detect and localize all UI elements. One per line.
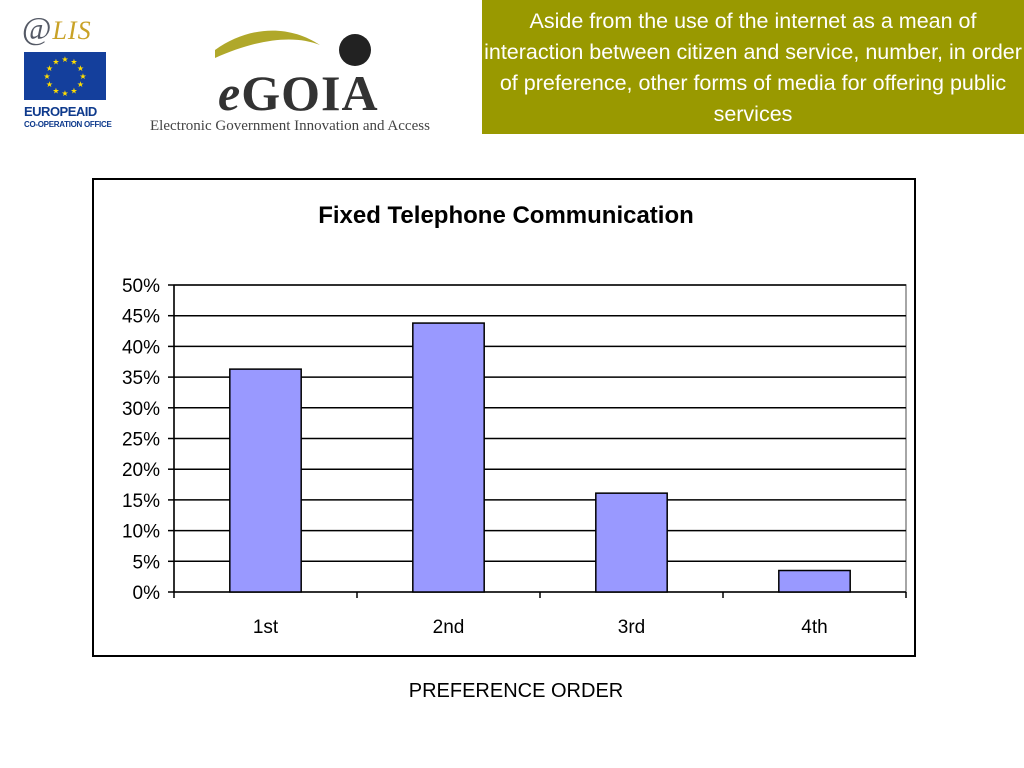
svg-text:★: ★ <box>46 64 53 73</box>
y-tick-label: 20% <box>122 460 160 481</box>
bar-chart: Fixed Telephone Communication 0% 5% 10% 15%… <box>122 202 907 638</box>
bar-1st <box>229 368 302 593</box>
svg-text:★: ★ <box>61 89 68 98</box>
chart-frame: Fixed Telephone Communication 0% 5% 10% 15%… <box>92 178 916 657</box>
y-tick-label: 45% <box>122 307 160 328</box>
svg-text:★: ★ <box>79 72 86 81</box>
bar-2nd <box>412 322 485 593</box>
y-tick-label: 25% <box>122 430 160 451</box>
y-tick-label: 40% <box>122 337 160 358</box>
svg-text:★: ★ <box>52 58 59 67</box>
x-tick-label: 2nd <box>433 617 465 638</box>
y-tick-label: 30% <box>122 399 160 420</box>
svg-text:★: ★ <box>46 80 53 89</box>
alis-europeaid-logo: @LIS ★ ★ ★ ★ ★ ★ ★ ★ ★ ★ ★ ★ EUROPEAID CO-OPERAT… <box>18 8 118 138</box>
x-tick-label: 1st <box>253 617 279 638</box>
egoia-wordmark: eGOIA <box>218 65 379 121</box>
bar-3rd <box>595 492 668 593</box>
eu-flag-icon: ★ ★★ ★★★ ★★★ ★★★ <box>24 52 106 100</box>
egoia-logo: eGOIA Electronic Government Innovation a… <box>150 10 480 140</box>
x-axis-title: PREFERENCE ORDER <box>408 680 624 702</box>
x-tick-label: 3rd <box>618 617 645 638</box>
europeaid-label: EUROPEAID <box>24 104 97 119</box>
svg-text:★: ★ <box>70 87 77 96</box>
x-tick-label: 4th <box>801 617 827 638</box>
svg-text:★: ★ <box>61 55 68 64</box>
alis-wordmark: @LIS <box>22 10 92 46</box>
y-tick-label: 15% <box>122 491 160 512</box>
svg-text:★: ★ <box>77 64 84 73</box>
y-tick-label: 35% <box>122 368 160 389</box>
svg-text:★: ★ <box>43 72 50 81</box>
y-tick-label: 5% <box>133 552 161 573</box>
slide-header: Aside from the use of the internet as a … <box>482 0 1024 134</box>
y-tick-label: 10% <box>122 522 160 543</box>
swoosh-icon <box>215 30 371 66</box>
svg-text:★: ★ <box>52 87 59 96</box>
svg-text:★: ★ <box>70 58 77 67</box>
chart-title: Fixed Telephone Communication <box>318 202 694 229</box>
cooperation-office-label: CO-OPERATION OFFICE <box>24 120 112 129</box>
y-tick-label: 50% <box>122 276 160 297</box>
y-tick-label: 0% <box>133 583 161 604</box>
bar-4th <box>778 569 851 593</box>
svg-text:★: ★ <box>77 80 84 89</box>
egoia-subtitle: Electronic Government Innovation and Acc… <box>150 118 430 134</box>
